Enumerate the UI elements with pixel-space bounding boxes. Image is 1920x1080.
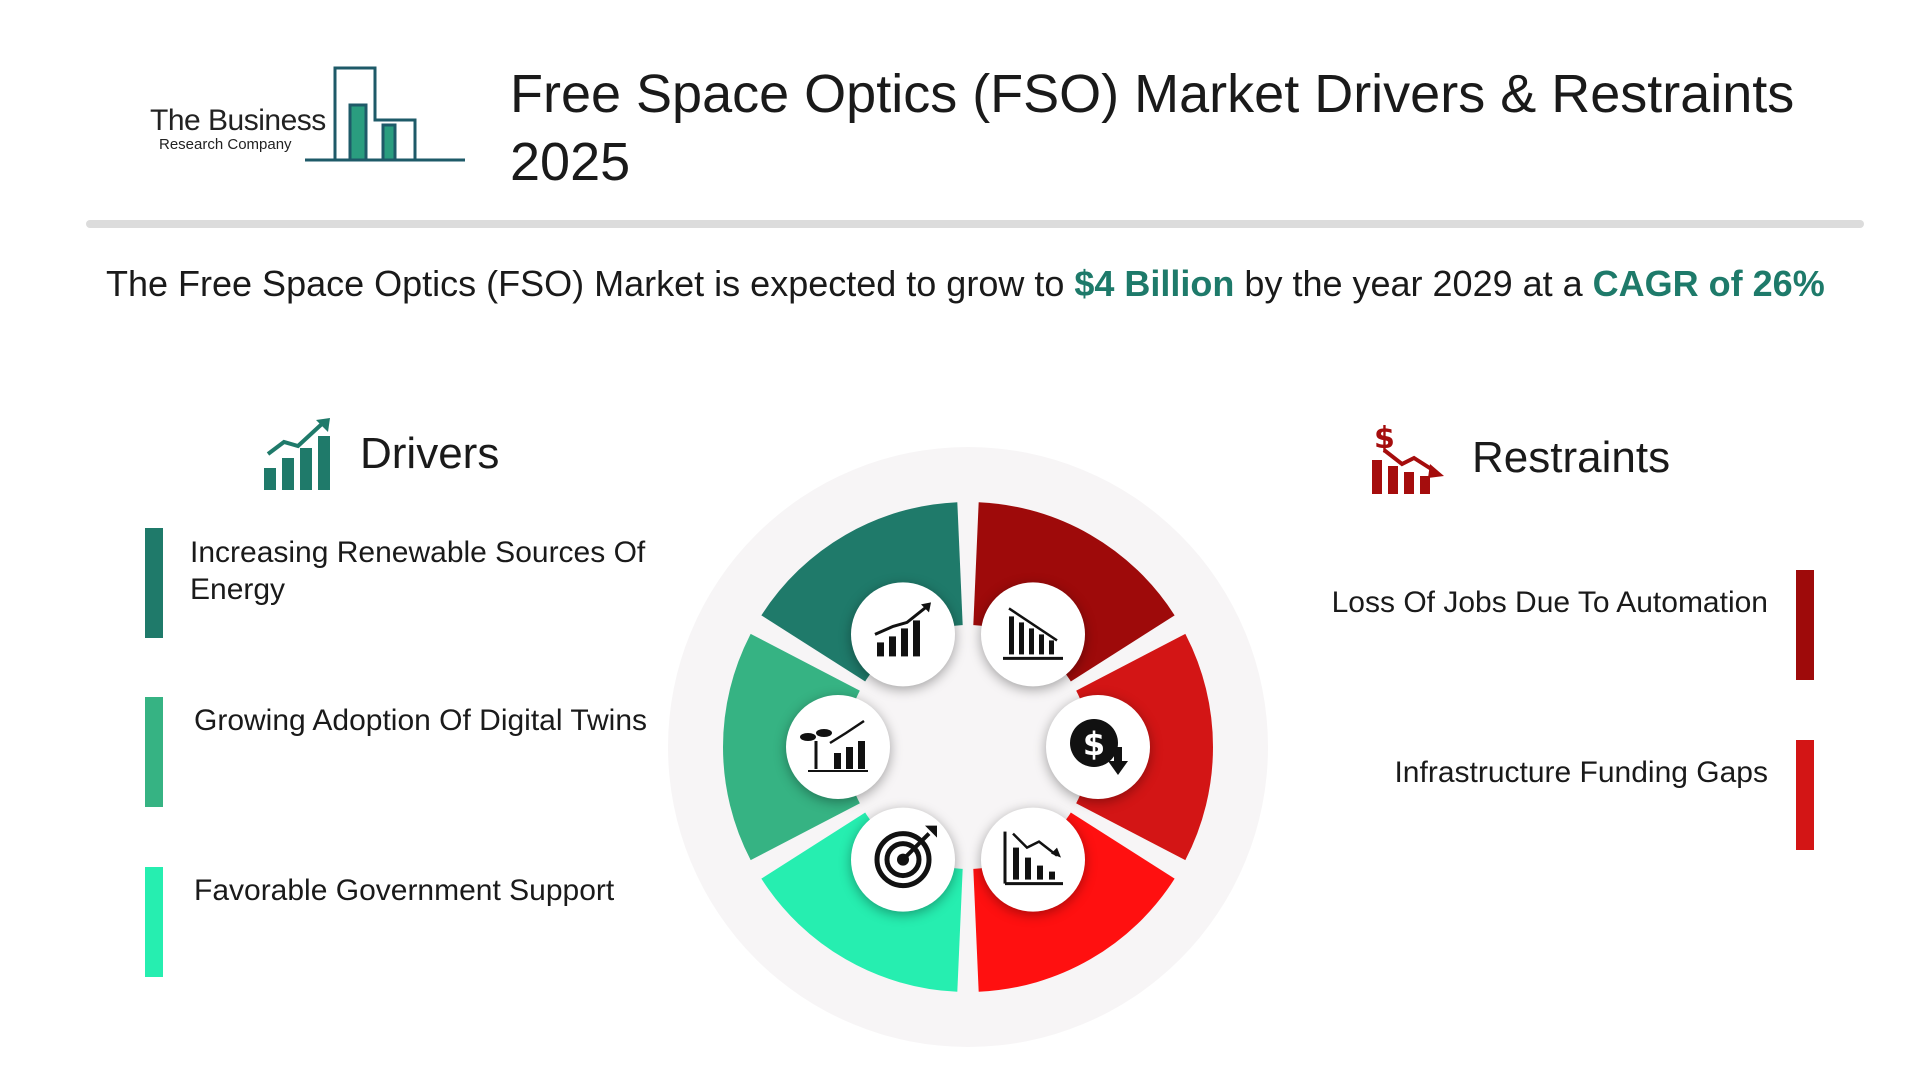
summary-prefix: The Free Space Optics (FSO) Market is ex… <box>106 263 1075 304</box>
driver-2-bar <box>145 697 163 807</box>
rising-bar-chart-icon <box>264 418 330 490</box>
declining-bars-icon <box>981 582 1085 687</box>
drivers-heading-label: Drivers <box>360 429 500 478</box>
driver-1-label: Increasing Renewable Sources Of Energy <box>190 536 646 606</box>
cagr-value: CAGR of 26% <box>1592 263 1825 304</box>
growth-chart-icon <box>851 582 955 687</box>
header-divider <box>86 220 1864 228</box>
logo-text-secondary: Research Company <box>159 136 292 153</box>
drivers-restraints-wheel: $ <box>668 447 1268 1047</box>
target-icon <box>851 807 955 912</box>
restraints-heading-label: Restraints <box>1472 433 1671 482</box>
svg-text:$: $ <box>1083 725 1105 763</box>
logo-text-primary: The Business <box>150 104 326 137</box>
dollar-down-icon: $ <box>1046 695 1150 799</box>
dollar-decline-chart-icon: $ <box>1372 421 1444 494</box>
driver-1-bar <box>145 528 163 638</box>
driver-3-bar <box>145 867 163 977</box>
plant-growth-chart-icon <box>786 695 890 799</box>
svg-text:$: $ <box>1374 421 1395 456</box>
summary-middle: by the year 2029 at a <box>1244 263 1593 304</box>
decline-chart-icon <box>981 807 1085 912</box>
logo-buildings-icon <box>305 66 465 162</box>
page-title: Free Space Optics (FSO) Market Drivers &… <box>510 64 1795 192</box>
restraint-2-label: Infrastructure Funding Gaps <box>1394 756 1768 789</box>
drivers-heading: Drivers <box>262 416 499 492</box>
driver-2-label: Growing Adoption Of Digital Twins <box>194 704 648 737</box>
market-summary: The Free Space Optics (FSO) Market is ex… <box>106 256 1826 312</box>
restraint-1-bar <box>1796 570 1814 680</box>
driver-3-label: Favorable Government Support <box>194 874 615 907</box>
restraint-1-label: Loss Of Jobs Due To Automation <box>1331 586 1768 619</box>
market-value: $4 Billion <box>1074 263 1235 304</box>
company-logo: The Business Research Company <box>145 60 475 170</box>
restraints-heading: $ Restraints <box>1370 420 1670 496</box>
restraint-2-bar <box>1796 740 1814 850</box>
